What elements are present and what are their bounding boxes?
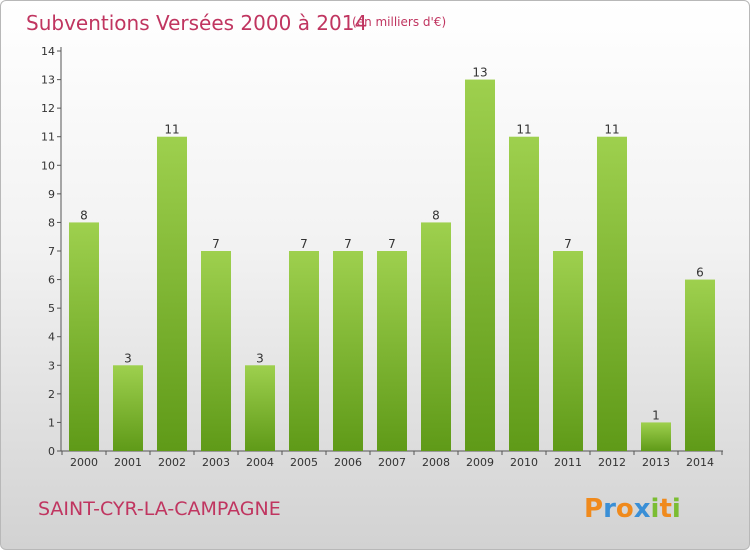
bar-2006 bbox=[333, 251, 363, 451]
x-tick-label-2009: 2009 bbox=[466, 456, 494, 469]
x-tick-label-2012: 2012 bbox=[598, 456, 626, 469]
y-tick-label: 9 bbox=[48, 188, 55, 201]
x-tick-label-2002: 2002 bbox=[158, 456, 186, 469]
bar-2007 bbox=[377, 251, 407, 451]
value-label-2002: 11 bbox=[164, 123, 179, 137]
bar-2003 bbox=[201, 251, 231, 451]
value-label-2013: 1 bbox=[652, 408, 660, 422]
y-tick-label: 13 bbox=[41, 74, 55, 87]
y-tick-label: 7 bbox=[48, 245, 55, 258]
y-tick-label: 1 bbox=[48, 416, 55, 429]
bar-2001 bbox=[113, 365, 143, 451]
bar-2004 bbox=[245, 365, 275, 451]
x-tick-label-2004: 2004 bbox=[246, 456, 274, 469]
bar-2014 bbox=[685, 279, 715, 451]
logo-letter: i bbox=[672, 494, 681, 524]
y-tick-label: 4 bbox=[48, 331, 55, 344]
x-tick-label-2007: 2007 bbox=[378, 456, 406, 469]
value-label-2003: 7 bbox=[212, 237, 220, 251]
bar-2009 bbox=[465, 79, 495, 452]
logo-letter: i bbox=[651, 494, 660, 524]
chart-subtitle: (en milliers d'€) bbox=[352, 15, 446, 29]
value-label-2010: 11 bbox=[516, 123, 531, 137]
x-tick-label-2013: 2013 bbox=[642, 456, 670, 469]
bar-2000 bbox=[69, 222, 99, 451]
logo-letter: r bbox=[603, 494, 616, 524]
logo-letter: o bbox=[616, 494, 634, 524]
bar-2010 bbox=[509, 136, 539, 451]
y-tick-label: 3 bbox=[48, 359, 55, 372]
value-label-2014: 6 bbox=[696, 266, 704, 280]
x-tick-label-2000: 2000 bbox=[70, 456, 98, 469]
value-label-2007: 7 bbox=[388, 237, 396, 251]
value-label-2000: 8 bbox=[80, 208, 88, 222]
x-tick-label-2014: 2014 bbox=[686, 456, 714, 469]
bar-2005 bbox=[289, 251, 319, 451]
y-tick-label: 5 bbox=[48, 302, 55, 315]
value-label-2011: 7 bbox=[564, 237, 572, 251]
y-tick-label: 10 bbox=[41, 159, 55, 172]
y-tick-label: 8 bbox=[48, 216, 55, 229]
x-tick-label-2001: 2001 bbox=[114, 456, 142, 469]
value-label-2004: 3 bbox=[256, 351, 264, 365]
y-tick-label: 14 bbox=[41, 45, 55, 58]
y-tick-label: 2 bbox=[48, 388, 55, 401]
logo-letter: t bbox=[659, 494, 671, 524]
value-label-2001: 3 bbox=[124, 351, 132, 365]
bar-2008 bbox=[421, 222, 451, 451]
x-tick-label-2006: 2006 bbox=[334, 456, 362, 469]
bar-2013 bbox=[641, 422, 671, 451]
proxiti-logo: Proxiti bbox=[584, 494, 681, 524]
y-tick-label: 6 bbox=[48, 274, 55, 287]
x-tick-label-2010: 2010 bbox=[510, 456, 538, 469]
value-label-2005: 7 bbox=[300, 237, 308, 251]
value-label-2008: 8 bbox=[432, 208, 440, 222]
bar-2012 bbox=[597, 136, 627, 451]
logo-letter: x bbox=[634, 494, 651, 524]
bar-2002 bbox=[157, 136, 187, 451]
x-tick-label-2008: 2008 bbox=[422, 456, 450, 469]
commune-name: SAINT-CYR-LA-CAMPAGNE bbox=[38, 498, 281, 520]
y-tick-label: 11 bbox=[41, 131, 55, 144]
x-tick-label-2011: 2011 bbox=[554, 456, 582, 469]
value-label-2006: 7 bbox=[344, 237, 352, 251]
logo-letter: P bbox=[584, 494, 603, 524]
bar-2011 bbox=[553, 251, 583, 451]
chart-title: Subventions Versées 2000 à 2014 bbox=[26, 11, 367, 35]
value-label-2009: 13 bbox=[472, 66, 487, 80]
value-label-2012: 11 bbox=[604, 123, 619, 137]
x-tick-label-2005: 2005 bbox=[290, 456, 318, 469]
y-tick-label: 12 bbox=[41, 102, 55, 115]
x-tick-label-2003: 2003 bbox=[202, 456, 230, 469]
y-tick-label: 0 bbox=[48, 445, 55, 458]
